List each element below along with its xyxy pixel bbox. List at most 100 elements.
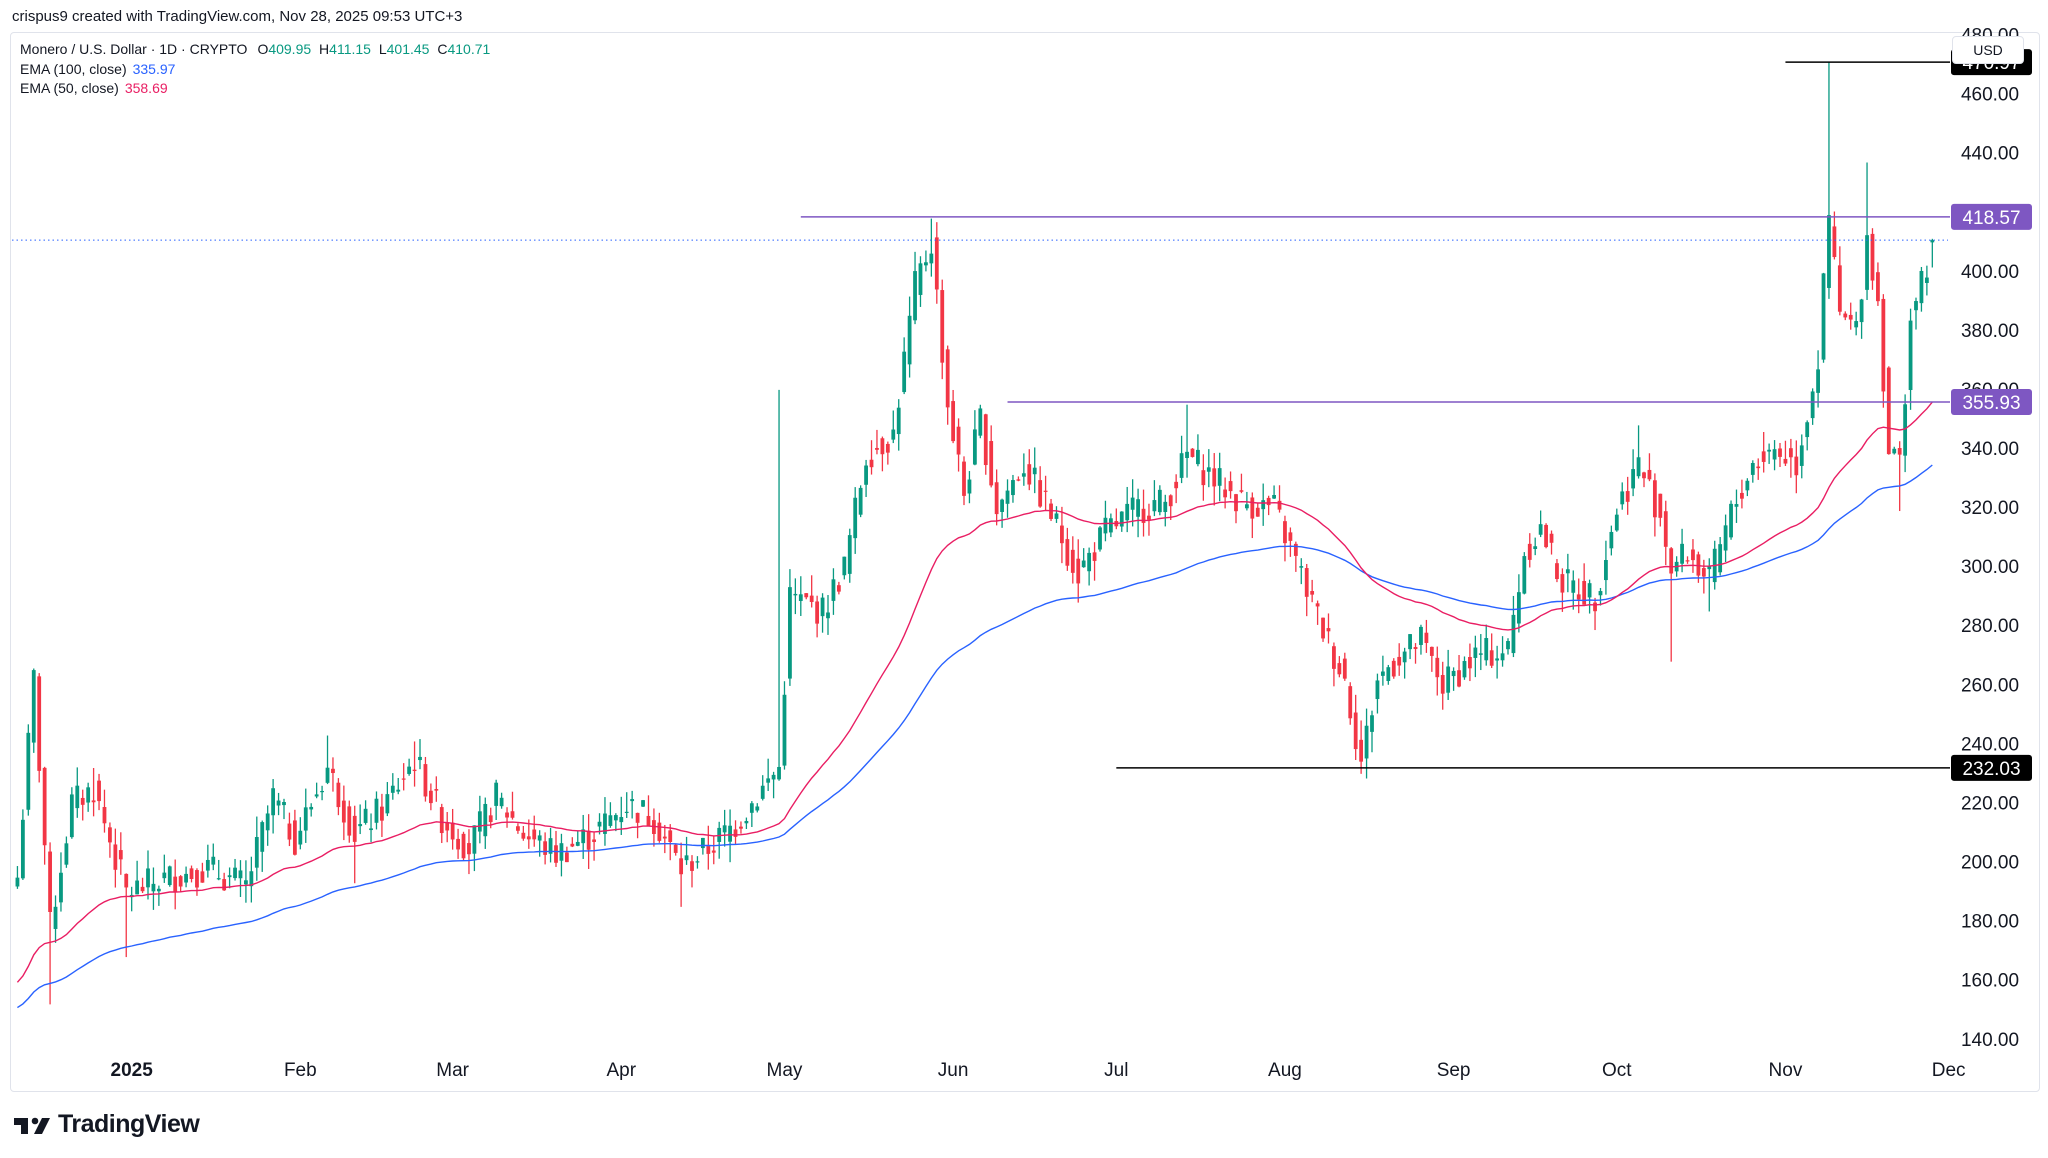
candle-body <box>1527 543 1532 560</box>
y-tick-label: 400.00 <box>1961 262 2019 283</box>
candle-body <box>673 844 678 853</box>
candle-body <box>1081 560 1086 568</box>
candle-body <box>292 820 297 855</box>
candle-body <box>91 800 96 803</box>
candle-body <box>1206 467 1211 472</box>
candle-body <box>1516 592 1521 624</box>
candle-body <box>526 836 531 840</box>
candle-body <box>635 812 640 823</box>
candle-body <box>222 879 227 891</box>
candle-body <box>1848 314 1853 320</box>
candle-body <box>1326 628 1331 632</box>
candle-body <box>1293 543 1298 556</box>
candle-body <box>108 827 112 843</box>
candle-body <box>439 807 444 834</box>
candle-body <box>1837 265 1842 312</box>
candle-body <box>156 888 161 892</box>
candle-body <box>1021 473 1026 477</box>
candle-body <box>624 811 629 814</box>
candle-body <box>1544 524 1548 548</box>
candle-body <box>178 876 183 887</box>
y-tick-label: 220.00 <box>1961 793 2019 814</box>
ema50-label: EMA (50, close) <box>20 80 119 96</box>
candle-body <box>1555 563 1559 580</box>
candle-body <box>282 802 286 806</box>
candle-body <box>1663 511 1668 547</box>
candle-body <box>1685 560 1690 562</box>
candle-body <box>1571 580 1576 593</box>
candle-body <box>1125 503 1130 521</box>
candle-body <box>1092 552 1097 561</box>
candle-body <box>994 482 999 515</box>
candle-body <box>238 870 243 879</box>
candle-body <box>662 836 667 839</box>
level-label: 232.03 <box>1962 759 2020 780</box>
ema50-line <box>16 401 1933 983</box>
candle-body <box>989 441 994 486</box>
candle-body <box>1734 504 1739 507</box>
candle-body <box>472 825 477 854</box>
candle-body <box>369 828 373 831</box>
x-tick-label: Oct <box>1602 1060 1632 1081</box>
x-tick-label: Jul <box>1104 1060 1128 1081</box>
candle-body <box>15 877 20 887</box>
candle-body <box>1810 391 1815 419</box>
candle-body <box>1750 463 1755 475</box>
candle-body <box>956 426 961 455</box>
candle-body <box>1772 449 1777 460</box>
symbol-title[interactable]: Monero / U.S. Dollar · 1D · CRYPTO <box>20 41 248 57</box>
candle-body <box>1609 531 1614 549</box>
candle-body <box>945 349 950 408</box>
candle-body <box>1500 653 1505 661</box>
candle-body <box>1005 490 1010 504</box>
candle-body <box>1261 500 1266 510</box>
candle-body <box>1446 666 1451 693</box>
candle-body <box>249 871 254 887</box>
ema50-legend-row[interactable]: EMA (50, close) 358.69 <box>20 79 490 99</box>
candle-body <box>983 414 988 466</box>
candle-body <box>173 876 178 892</box>
level-label: 418.57 <box>1962 208 2020 229</box>
candle-body <box>543 841 548 855</box>
chart-legend: Monero / U.S. Dollar · 1D · CRYPTO O409.… <box>20 40 490 99</box>
candle-body <box>423 764 428 797</box>
candle-body <box>467 843 471 855</box>
candle-body <box>1065 539 1070 566</box>
candle-body <box>951 401 956 442</box>
candle-body <box>1299 566 1304 568</box>
ema100-value: 335.97 <box>132 60 176 77</box>
tradingview-logo[interactable]: TradingView <box>12 1110 200 1139</box>
candle-body <box>102 807 107 824</box>
close-value: 410.71 <box>447 41 491 57</box>
candle-body <box>918 263 923 295</box>
candle-body <box>1332 646 1336 669</box>
candle-body <box>793 593 798 596</box>
candle-body <box>113 844 118 870</box>
candle-body <box>554 845 558 863</box>
candle-body <box>1304 568 1309 597</box>
candle-body <box>510 811 515 818</box>
candle-body <box>1658 493 1663 518</box>
candle-body <box>1729 503 1733 538</box>
candle-body <box>1832 226 1837 258</box>
candle-body <box>140 886 145 892</box>
candle-body <box>396 789 401 792</box>
candle-body <box>711 850 716 853</box>
candle-body <box>548 838 553 854</box>
candle-body <box>1359 739 1364 762</box>
candle-body <box>1691 549 1695 561</box>
candle-body <box>695 861 700 863</box>
ema100-legend-row[interactable]: EMA (100, close) 335.97 <box>20 60 490 80</box>
candle-body <box>1185 451 1189 459</box>
candle-body <box>488 815 493 823</box>
candle-body <box>858 487 863 515</box>
candle-body <box>885 443 890 453</box>
level-label-box <box>1951 754 2032 781</box>
candle-body <box>1565 569 1570 574</box>
currency-button[interactable]: USD <box>1952 36 2024 64</box>
candle-body <box>195 870 199 888</box>
candle-body <box>1457 670 1461 687</box>
candle-body <box>505 812 509 818</box>
candle-body <box>847 535 852 574</box>
